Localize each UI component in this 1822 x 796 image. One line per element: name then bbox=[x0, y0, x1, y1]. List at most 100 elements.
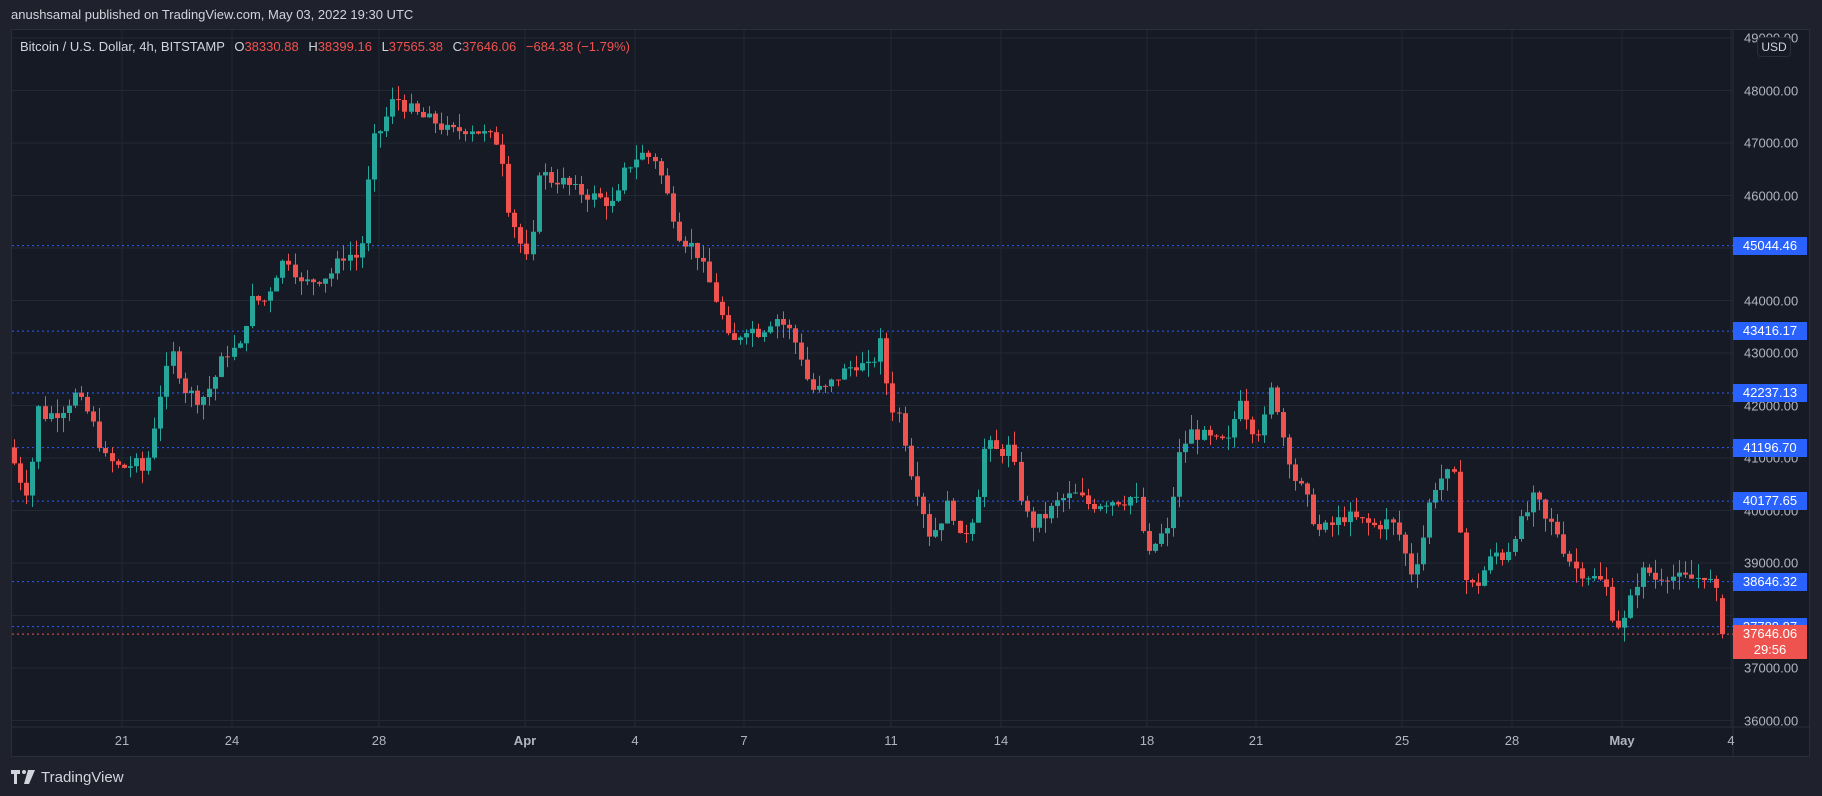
candle-up bbox=[1445, 469, 1450, 479]
candle-down bbox=[12, 447, 17, 464]
candle-down bbox=[964, 533, 969, 535]
candle-up bbox=[201, 396, 206, 405]
candle-down bbox=[1372, 522, 1377, 526]
candle-down bbox=[1000, 448, 1005, 456]
candle-down bbox=[439, 123, 444, 130]
candle-down bbox=[823, 385, 828, 387]
candle-up bbox=[1153, 543, 1158, 551]
candle-up bbox=[146, 457, 151, 471]
candle-up bbox=[274, 277, 279, 292]
candle-down bbox=[1714, 578, 1719, 588]
price-tick-label: 44000.00 bbox=[1744, 293, 1799, 308]
candle-down bbox=[177, 351, 182, 379]
candle-up bbox=[1049, 505, 1054, 519]
candle-up bbox=[207, 388, 212, 397]
candle-down bbox=[1214, 435, 1219, 437]
candle-down bbox=[1543, 499, 1548, 519]
candle-up bbox=[616, 190, 621, 201]
candle-up bbox=[573, 184, 578, 186]
candle-down bbox=[671, 193, 676, 222]
candle-down bbox=[1464, 532, 1469, 580]
tradingview-brand: TradingView bbox=[41, 768, 124, 786]
candle-down bbox=[1281, 412, 1286, 438]
candle-up bbox=[360, 243, 365, 258]
candle-down bbox=[1086, 495, 1091, 504]
currency-badge[interactable]: USD bbox=[1757, 37, 1791, 57]
candle-down bbox=[421, 111, 426, 118]
candle-down bbox=[732, 333, 737, 340]
candle-up bbox=[592, 193, 597, 200]
candle-up bbox=[1708, 578, 1713, 580]
candle-down bbox=[1293, 464, 1298, 481]
candle-up bbox=[134, 458, 139, 467]
candle-up bbox=[1159, 533, 1164, 544]
candle-down bbox=[1299, 480, 1304, 484]
candle-down bbox=[415, 103, 420, 112]
candle-up bbox=[1177, 452, 1182, 497]
chart-frame bbox=[11, 29, 1810, 757]
candle-down bbox=[555, 182, 560, 185]
candle-down bbox=[1116, 502, 1121, 505]
candle-down bbox=[1256, 434, 1261, 436]
candle-up bbox=[860, 363, 865, 371]
candle-down bbox=[1195, 429, 1200, 440]
candle-down bbox=[1342, 517, 1347, 523]
symbol-title: Bitcoin / U.S. Dollar, 4h, BITSTAMP bbox=[20, 39, 225, 54]
tradingview-logo-icon bbox=[11, 770, 35, 784]
candle-down bbox=[1287, 437, 1292, 465]
candle-up bbox=[1098, 506, 1103, 510]
time-tick-label: 18 bbox=[1139, 733, 1155, 748]
candle-up bbox=[482, 131, 487, 134]
candle-up bbox=[817, 385, 822, 390]
candle-down bbox=[665, 175, 670, 194]
open-label: O bbox=[234, 39, 245, 54]
candle-down bbox=[317, 282, 322, 284]
candle-down bbox=[341, 258, 346, 261]
candle-down bbox=[1378, 525, 1383, 530]
candle-down bbox=[1012, 444, 1017, 462]
candle-up bbox=[348, 254, 353, 261]
candle-down bbox=[402, 99, 407, 112]
candle-up bbox=[610, 200, 615, 207]
candle-down bbox=[1330, 522, 1335, 525]
candle-up bbox=[848, 367, 853, 369]
candle-up bbox=[1189, 429, 1194, 444]
candle-up bbox=[537, 175, 542, 232]
symbol-legend: Bitcoin / U.S. Dollar, 4h, BITSTAMP O383… bbox=[20, 39, 630, 54]
candle-down bbox=[1403, 534, 1408, 554]
candle-up bbox=[1067, 493, 1072, 499]
time-tick-label: 21 bbox=[1248, 733, 1264, 748]
candle-down bbox=[909, 445, 914, 477]
candle-up bbox=[1586, 578, 1591, 580]
candle-up bbox=[1055, 500, 1060, 506]
candle-down bbox=[1031, 511, 1036, 528]
candle-down bbox=[122, 464, 127, 468]
candle-down bbox=[1305, 483, 1310, 495]
candle-down bbox=[787, 324, 792, 329]
candle-down bbox=[793, 328, 798, 343]
candle-down bbox=[1360, 517, 1365, 519]
candle-down bbox=[579, 184, 584, 195]
candle-down bbox=[903, 413, 908, 446]
candle-down bbox=[659, 161, 664, 176]
candle-down bbox=[1720, 598, 1725, 635]
candle-up bbox=[305, 279, 310, 282]
candle-up bbox=[1513, 539, 1518, 552]
candle-down bbox=[1092, 503, 1097, 510]
candle-down bbox=[811, 379, 816, 390]
candle-down bbox=[1647, 567, 1652, 573]
candle-down bbox=[1549, 518, 1554, 522]
low-value: 37565.38 bbox=[388, 39, 444, 54]
candle-up bbox=[49, 413, 54, 420]
candle-up bbox=[1427, 502, 1432, 538]
candle-down bbox=[1311, 494, 1316, 525]
candle-up bbox=[762, 332, 767, 337]
time-tick-label: 11 bbox=[884, 733, 898, 748]
candle-down bbox=[463, 131, 468, 135]
candle-up bbox=[1531, 492, 1536, 513]
candle-down bbox=[195, 390, 200, 405]
price-tick-label: 43000.00 bbox=[1744, 345, 1799, 361]
candle-up bbox=[1433, 489, 1438, 503]
tradingview-logo[interactable]: TradingView bbox=[11, 767, 124, 787]
